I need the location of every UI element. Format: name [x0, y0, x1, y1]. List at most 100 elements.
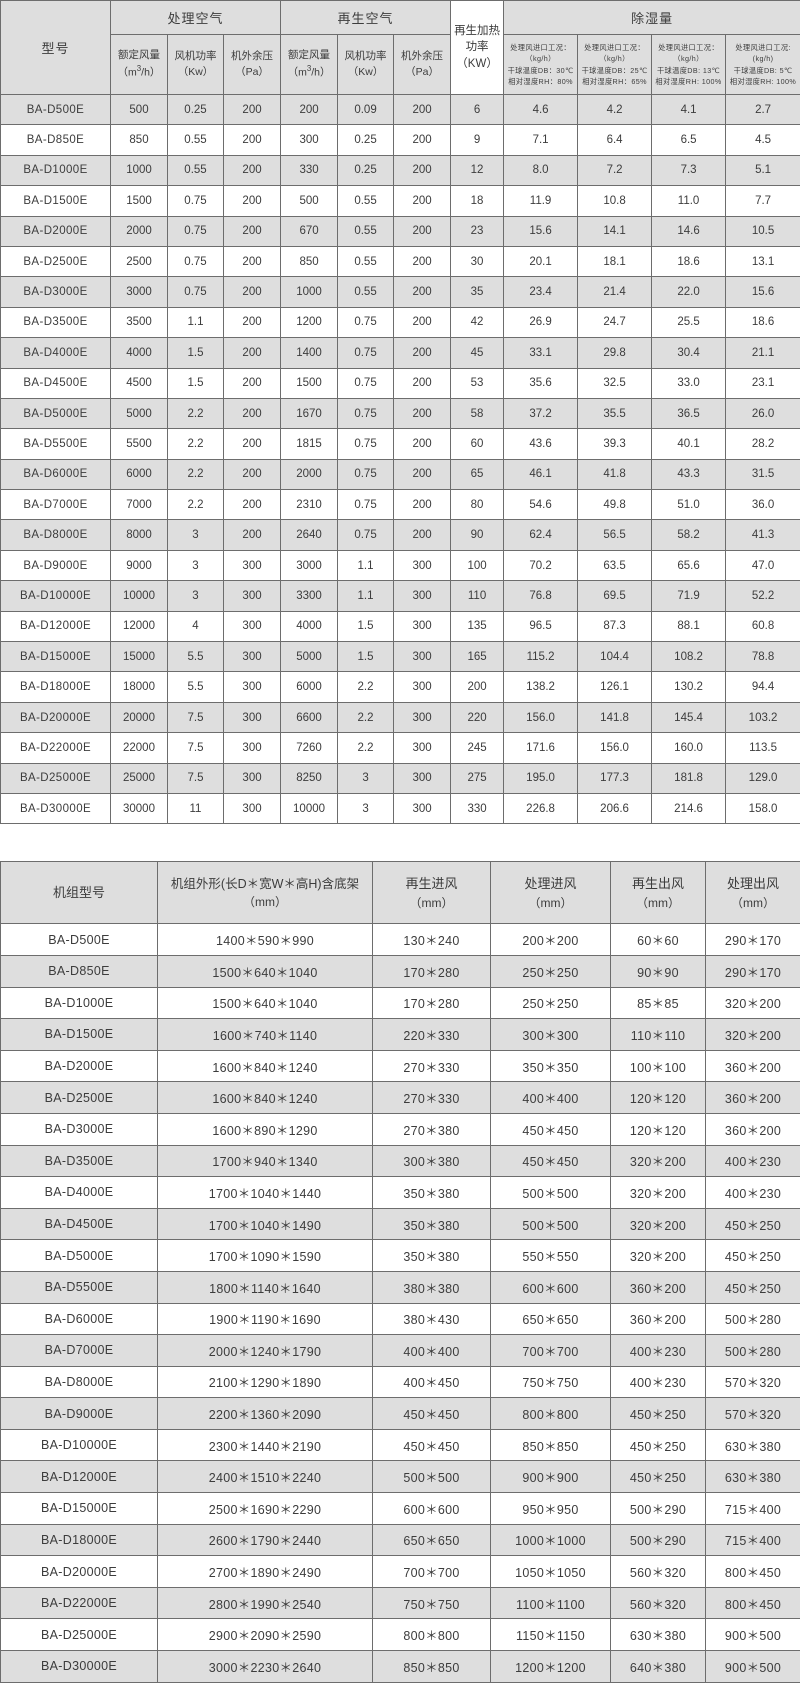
cell-value: 29.8: [578, 338, 652, 368]
cell-dimension: 950＊950: [491, 1493, 611, 1525]
cell-value: 3000: [281, 550, 338, 580]
header-sub-row: 额定风量 （m3/h） 风机功率 （Kw） 机外余压 （Pa） 额定风量 （m3…: [1, 35, 800, 95]
header-label: 再生出风: [613, 874, 703, 894]
cell-dimension: 1100＊1100: [491, 1587, 611, 1619]
cell-value: 4.5: [726, 125, 800, 155]
cell-value: 20000: [111, 702, 168, 732]
cell-value: 23.4: [504, 277, 578, 307]
cell-value: 15000: [111, 642, 168, 672]
cell-value: 23: [451, 216, 504, 246]
cell-value: 7.5: [168, 702, 224, 732]
condition-1-line1: 处理风进口工况：: [505, 42, 576, 53]
cell-dimension: 715＊400: [706, 1524, 800, 1556]
cell-model: BA-D30000E: [1, 1651, 158, 1683]
cell-dimension: 1700＊1090＊1590: [158, 1240, 373, 1272]
cell-value: 0.75: [338, 307, 394, 337]
cell-dimension: 600＊600: [491, 1271, 611, 1303]
cell-dimension: 2100＊1290＊1890: [158, 1366, 373, 1398]
dimensions-table: 机组型号机组外形(长D＊宽W＊高H)含底架（mm）再生进风（mm）处理进风（mm…: [0, 861, 800, 1682]
cell-dimension: 1800＊1140＊1640: [158, 1271, 373, 1303]
cell-value: 43.3: [652, 459, 726, 489]
cell-dimension: 320＊200: [611, 1177, 706, 1209]
cell-value: 850: [281, 246, 338, 276]
cell-value: 2.2: [168, 429, 224, 459]
cell-model: BA-D5000E: [1, 1240, 158, 1272]
cell-value: 0.55: [338, 216, 394, 246]
cell-value: 7.5: [168, 733, 224, 763]
header-model: 型号: [1, 1, 111, 95]
cell-value: 300: [394, 672, 451, 702]
cell-value: 4.2: [578, 95, 652, 125]
cell-value: 300: [394, 702, 451, 732]
cell-value: 1400: [281, 338, 338, 368]
cell-value: 51.0: [652, 490, 726, 520]
cell-value: 80: [451, 490, 504, 520]
cell-value: 1000: [281, 277, 338, 307]
header-dehumidification: 除湿量: [504, 1, 800, 35]
cell-model: BA-D10000E: [1, 1429, 158, 1461]
cell-value: 200: [224, 338, 281, 368]
cell-dimension: 2600＊1790＊2440: [158, 1524, 373, 1556]
cell-dimension: 250＊250: [491, 955, 611, 987]
cell-value: 0.75: [338, 338, 394, 368]
cell-value: 2.2: [168, 459, 224, 489]
cell-value: 200: [394, 398, 451, 428]
cell-model: BA-D20000E: [1, 702, 111, 732]
cell-value: 7.3: [652, 155, 726, 185]
cell-value: 145.4: [652, 702, 726, 732]
header-unit: （mm）: [708, 894, 798, 912]
specifications-table: 型号 处理空气 再生空气 再生加热功率 （KW） 除湿量 额定风量 （m3/h）…: [0, 0, 800, 824]
cell-model: BA-D20000E: [1, 1556, 158, 1588]
cell-value: 7.5: [168, 763, 224, 793]
cell-dimension: 400＊400: [373, 1335, 491, 1367]
cell-dimension: 630＊380: [611, 1619, 706, 1651]
cell-dimension: 570＊320: [706, 1398, 800, 1430]
cell-value: 1000: [111, 155, 168, 185]
header-condition-4: 处理风进口工况: (kg/h) 干球温度DB: 5℃ 相对湿度RH: 100%: [726, 35, 800, 95]
cell-value: 300: [224, 702, 281, 732]
cell-dimension: 350＊380: [373, 1240, 491, 1272]
cell-dimension: 1600＊840＊1240: [158, 1050, 373, 1082]
cell-value: 7.1: [504, 125, 578, 155]
cell-value: 1500: [111, 186, 168, 216]
header-process-air: 处理空气: [111, 1, 281, 35]
cell-value: 30: [451, 246, 504, 276]
cell-value: 195.0: [504, 763, 578, 793]
cell-value: 71.9: [652, 581, 726, 611]
header-condition-3: 处理风进口工况： （kg/h） 干球温度DB: 13℃ 相对湿度RH: 100%: [652, 35, 726, 95]
cell-dimension: 850＊850: [373, 1651, 491, 1683]
cell-value: 31.5: [726, 459, 800, 489]
cell-value: 245: [451, 733, 504, 763]
cell-value: 1.5: [338, 642, 394, 672]
cell-model: BA-D3500E: [1, 1145, 158, 1177]
cell-value: 129.0: [726, 763, 800, 793]
cell-value: 5.5: [168, 672, 224, 702]
cell-dimension: 1050＊1050: [491, 1556, 611, 1588]
cell-dimension: 450＊450: [373, 1429, 491, 1461]
cell-dimension: 700＊700: [491, 1335, 611, 1367]
header-unit: （mm）: [613, 894, 703, 912]
cell-dimension: 220＊330: [373, 1019, 491, 1051]
cell-value: 11.0: [652, 186, 726, 216]
cell-dimension: 450＊450: [491, 1113, 611, 1145]
cell-value: 1500: [281, 368, 338, 398]
cell-dimension: 750＊750: [373, 1587, 491, 1619]
cell-value: 0.75: [168, 246, 224, 276]
condition-2-line4: 相对湿度RH：65%: [579, 76, 650, 87]
cell-value: 65: [451, 459, 504, 489]
header-label: 机组型号: [3, 883, 155, 903]
cell-model: BA-D10000E: [1, 581, 111, 611]
cell-value: 0.75: [338, 368, 394, 398]
cell-value: 300: [224, 642, 281, 672]
cell-dimension: 270＊330: [373, 1050, 491, 1082]
cell-dimension: 1000＊1000: [491, 1524, 611, 1556]
cell-value: 35: [451, 277, 504, 307]
